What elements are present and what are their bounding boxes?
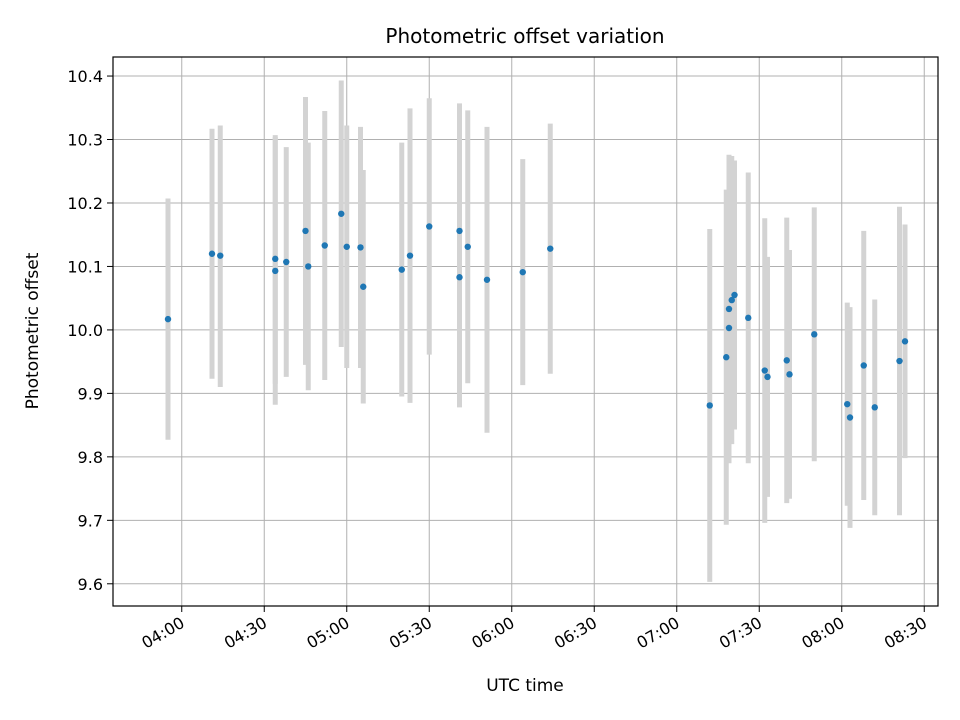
data-point	[811, 331, 818, 338]
data-point	[844, 400, 851, 408]
data-point	[302, 227, 309, 235]
y-tick-label: 9.8	[78, 448, 103, 467]
chart-title: Photometric offset variation	[385, 24, 664, 48]
data-point	[343, 243, 350, 250]
data-point	[860, 362, 867, 369]
data-point	[338, 210, 345, 217]
data-point	[723, 354, 730, 361]
data-point	[728, 296, 735, 304]
y-tick-label: 10.0	[67, 321, 103, 340]
y-tick-label: 10.3	[67, 131, 103, 150]
data-point	[208, 250, 216, 257]
y-tick-label: 9.9	[78, 384, 103, 403]
data-point	[272, 267, 279, 275]
data-point	[764, 373, 771, 381]
data-point	[871, 404, 878, 411]
data-point	[483, 276, 491, 283]
data-point	[456, 227, 463, 235]
data-points	[164, 210, 909, 421]
data-point	[901, 338, 909, 345]
data-point	[456, 274, 463, 281]
data-point	[464, 243, 471, 250]
y-tick-label: 10.2	[67, 194, 103, 213]
data-point	[360, 283, 367, 290]
data-point	[398, 266, 405, 273]
y-tick-label: 10.4	[67, 67, 103, 86]
data-point	[406, 252, 414, 259]
data-point	[426, 223, 433, 230]
data-point	[217, 252, 224, 259]
data-point	[272, 255, 279, 263]
plot-frame	[112, 56, 939, 607]
data-point	[725, 305, 733, 313]
data-point	[896, 357, 903, 365]
data-point	[706, 402, 713, 409]
data-point	[731, 291, 738, 299]
data-point	[786, 371, 793, 378]
x-axis-label: UTC time	[486, 676, 564, 696]
data-point	[783, 357, 790, 364]
y-axis: 9.6 9.7 9.8 9.9 10.0 10.1 10.2 10.3 10.4	[67, 67, 113, 594]
data-point	[305, 263, 312, 270]
y-axis-label: Photometric offset	[23, 252, 43, 409]
data-point	[357, 244, 364, 251]
data-point	[761, 367, 768, 374]
data-point	[547, 245, 554, 252]
y-tick-label: 9.7	[78, 511, 103, 530]
data-point	[846, 414, 854, 421]
y-tick-label: 9.6	[78, 575, 103, 594]
data-point	[745, 314, 752, 322]
data-point	[283, 258, 290, 266]
data-point	[321, 242, 328, 249]
data-point	[725, 324, 733, 332]
data-point	[164, 315, 172, 323]
y-tick-label: 10.1	[67, 257, 103, 276]
data-point	[519, 268, 526, 276]
